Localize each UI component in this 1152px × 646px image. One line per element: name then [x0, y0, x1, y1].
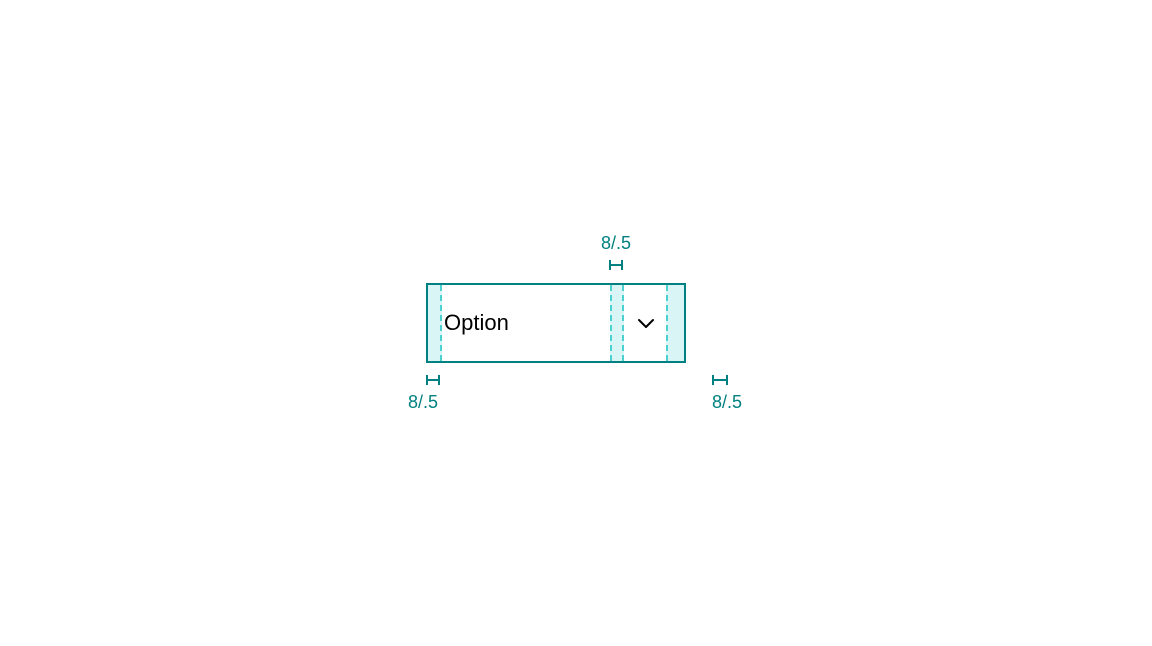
right-padding-zone [666, 285, 684, 361]
bottom-left-spacing-label: 8/.5 [408, 392, 438, 413]
dropdown-component: Option [426, 283, 686, 363]
bottom-left-spacing-bracket [426, 373, 440, 385]
chevron-down-icon [634, 311, 658, 335]
bottom-right-spacing-bracket [712, 373, 728, 385]
dropdown-label: Option [444, 310, 509, 336]
top-spacing-bracket [609, 259, 623, 271]
middle-spacing-zone [610, 285, 624, 361]
left-padding-zone [428, 285, 442, 361]
spacing-diagram: 8/.5 Option 8/.5 8/.5 [426, 283, 726, 363]
top-spacing-label: 8/.5 [601, 233, 631, 254]
bottom-right-spacing-label: 8/.5 [712, 392, 742, 413]
